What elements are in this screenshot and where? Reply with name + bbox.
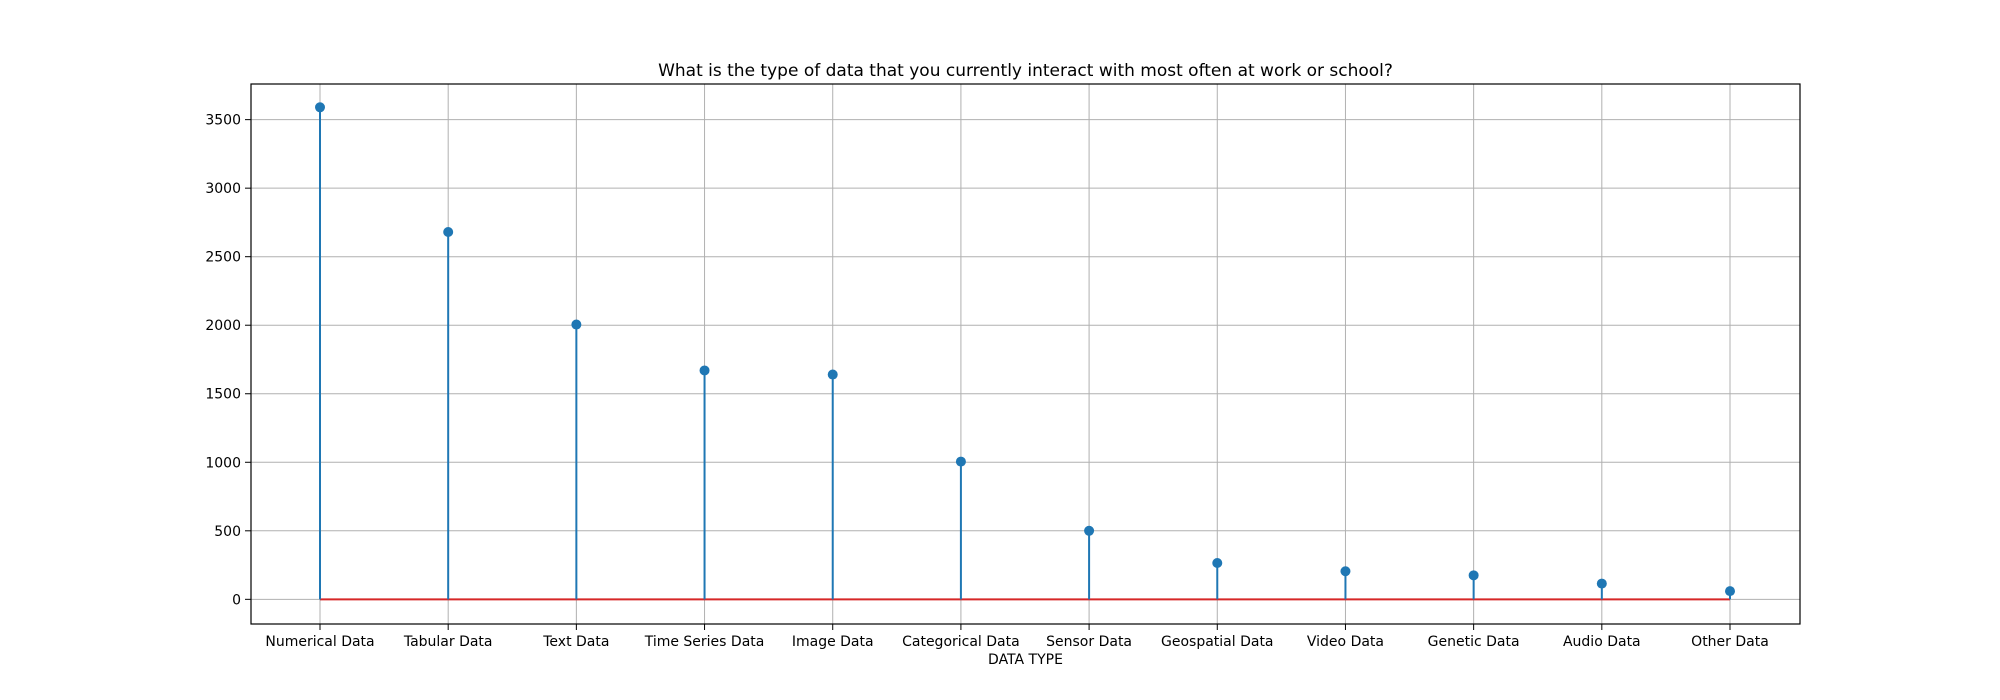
x-tick-label: Numerical Data <box>265 634 374 650</box>
x-tick-label: Sensor Data <box>1046 634 1132 650</box>
stem-marker <box>571 319 582 330</box>
y-tick-label: 0 <box>232 592 241 608</box>
stem-marker <box>1596 578 1607 589</box>
y-tick-label: 1000 <box>205 455 241 471</box>
x-axis-label: DATA TYPE <box>988 652 1063 668</box>
stem-marker <box>699 365 710 376</box>
y-tick-label: 3500 <box>205 113 241 129</box>
y-tick-label: 2500 <box>205 250 241 266</box>
y-axis-ticks: 0 500 1000 1500 2000 2500 3000 3500 <box>205 113 251 608</box>
y-tick-label: 1500 <box>205 387 241 403</box>
y-tick-label: 2000 <box>205 318 241 334</box>
x-tick-label: Genetic Data <box>1428 634 1520 650</box>
grid-lines <box>251 84 1800 624</box>
chart-title: What is the type of data that you curren… <box>658 61 1393 81</box>
x-tick-label: Other Data <box>1691 634 1769 650</box>
stem-marker <box>1468 570 1479 581</box>
stem-marker <box>1725 586 1735 597</box>
stem-marker <box>1084 525 1095 536</box>
x-axis-ticks: Numerical Data Tabular Data Text Data Time … <box>265 624 1769 650</box>
x-tick-label: Audio Data <box>1563 634 1641 650</box>
x-tick-label: Video Data <box>1307 634 1384 650</box>
x-tick-label: Text Data <box>542 634 609 650</box>
stems-layer <box>315 102 1735 600</box>
x-tick-label: Image Data <box>792 634 874 650</box>
stem-marker <box>1340 566 1351 577</box>
stem-marker <box>827 369 838 380</box>
plot-area-frame <box>250 83 1801 625</box>
stem-marker <box>1212 558 1223 569</box>
x-tick-label: Tabular Data <box>403 634 493 650</box>
y-tick-label: 500 <box>214 524 241 540</box>
x-tick-label: Geospatial Data <box>1161 634 1274 650</box>
y-tick-label: 3000 <box>205 181 241 197</box>
stem-marker <box>443 227 454 238</box>
x-tick-label: Categorical Data <box>902 634 1020 650</box>
stem-marker <box>315 102 325 113</box>
stem-marker <box>955 456 966 467</box>
x-tick-label: Time Series Data <box>644 634 765 650</box>
